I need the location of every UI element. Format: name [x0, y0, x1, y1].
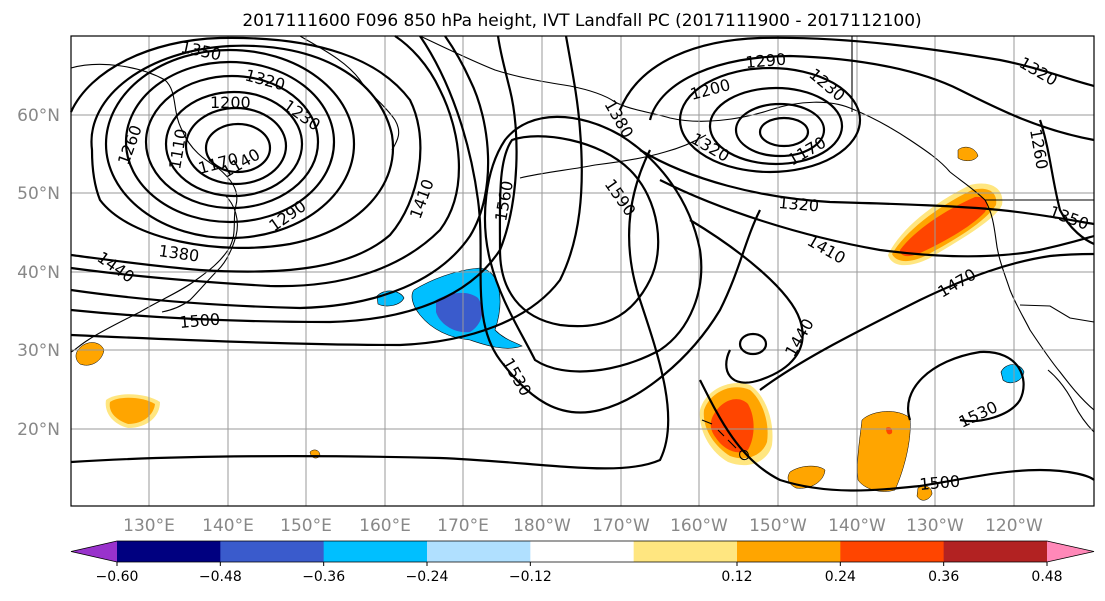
- coastline-mexico: [1047, 369, 1095, 433]
- contour-line: [759, 252, 1095, 391]
- positive-region-hawaii-core: [710, 399, 754, 453]
- coastlines: [70, 35, 1095, 461]
- contour-line: [498, 135, 660, 328]
- contour-line: [124, 60, 336, 224]
- contour-label: 1500: [919, 472, 961, 494]
- contour-label: 1200: [210, 93, 251, 112]
- colorbar-segment: [220, 541, 325, 562]
- lon-label: 160°W: [670, 516, 728, 536]
- latitude-labels: 60°N 50°N 40°N 30°N 20°N: [17, 106, 60, 440]
- colorbar-tick-label: 0.48: [1031, 569, 1062, 585]
- contour-line: [659, 179, 1095, 258]
- colorbar-tick-label: 0.36: [928, 569, 959, 585]
- lon-label: 130°E: [123, 516, 175, 536]
- lon-label: 180°W: [513, 516, 571, 536]
- colorbar-segment: [943, 541, 1048, 562]
- map-border: [70, 35, 1095, 507]
- lon-label: 160°E: [359, 516, 411, 536]
- negative-region-core: [436, 292, 483, 333]
- colorbar-segment: [633, 541, 738, 562]
- negative-region-east: [1000, 364, 1025, 384]
- colorbar: −0.60 −0.48 −0.36 −0.24 −0.12 0.12 0.24 0.36 0.4…: [70, 540, 1095, 585]
- contour-line: [184, 106, 288, 186]
- contour-line: [734, 102, 826, 158]
- contour-line: [678, 66, 862, 174]
- lon-label: 150°W: [749, 516, 807, 536]
- contour-line: [738, 332, 768, 356]
- border-us-mexico: [1019, 304, 1095, 323]
- contour-label: 1500: [179, 310, 221, 332]
- colorbar-extend-min: [71, 541, 117, 562]
- coastline-alaska: [419, 35, 951, 173]
- colorbar-tick-label: −0.60: [96, 569, 139, 585]
- contour-line: [907, 350, 1025, 423]
- contour-line: [758, 116, 810, 148]
- lat-label: 50°N: [17, 184, 60, 204]
- colorbar-tick-label: −0.48: [199, 569, 242, 585]
- lat-label: 20°N: [17, 420, 60, 440]
- positive-region-west1: [75, 342, 105, 366]
- positive-region-coast-small: [957, 146, 979, 161]
- shaded-regions: [75, 146, 1025, 501]
- positive-region-small1: [787, 465, 826, 489]
- contour-label: 1290: [745, 50, 787, 72]
- contour-line: [70, 35, 518, 324]
- colorbar-tick-label: −0.36: [302, 569, 345, 585]
- contour-line: [70, 149, 670, 470]
- longitude-labels: 130°E 140°E 150°E 160°E 170°E 180°W 170°…: [123, 516, 1043, 536]
- colorbar-segment: [427, 541, 531, 562]
- colorbar-tick-label: −0.24: [406, 569, 449, 585]
- colorbar-segment: [323, 541, 428, 562]
- positive-region-coast-core: [900, 196, 988, 257]
- figure-title: 2017111600 F096 850 hPa height, IVT Land…: [242, 11, 921, 31]
- height-contours: [69, 35, 1095, 492]
- positive-region-east: [857, 411, 911, 492]
- positive-region-west2-core: [109, 397, 155, 424]
- colorbar-tick-label: 0.24: [825, 569, 856, 585]
- lat-label: 40°N: [17, 263, 60, 283]
- contour-line: [69, 36, 422, 273]
- colorbar-segment: [530, 541, 635, 562]
- contour-line: [618, 36, 1095, 111]
- lon-label: 170°E: [437, 516, 489, 536]
- map-panel: 1350 1320 1230 1200 1260 1110 1170 1140 …: [69, 35, 1095, 507]
- colorbar-segment: [840, 541, 945, 562]
- contour-line: [708, 86, 844, 166]
- colorbar-segment: [737, 541, 841, 562]
- colorbar-segment: [117, 541, 221, 562]
- contour-line: [104, 48, 356, 240]
- contour-line: [483, 115, 703, 373]
- colorbar-extend-max: [1047, 541, 1094, 562]
- lon-label: 140°E: [202, 516, 254, 536]
- lat-label: 30°N: [17, 341, 60, 361]
- lon-label: 120°W: [985, 516, 1043, 536]
- contour-line: [648, 54, 1095, 142]
- contour-line: [204, 122, 272, 174]
- contour-line: [164, 90, 304, 198]
- colorbar-tick-label: −0.12: [509, 569, 552, 585]
- contour-line: [689, 219, 804, 384]
- contour-line: [699, 379, 1095, 492]
- contour-line: [70, 35, 490, 310]
- hawaii-islands: [701, 419, 749, 461]
- lon-label: 140°W: [828, 516, 886, 536]
- contour-line: [419, 35, 761, 414]
- colorbar-tick-label: 0.12: [721, 569, 752, 585]
- lat-label: 60°N: [17, 106, 60, 126]
- contour-label: 1320: [778, 193, 820, 215]
- lon-label: 150°E: [280, 516, 332, 536]
- contour-line: [1038, 119, 1095, 246]
- contour-line: [639, 149, 1095, 226]
- lon-label: 170°W: [592, 516, 650, 536]
- contour-line: [70, 35, 583, 347]
- contour-line: [144, 74, 320, 210]
- coastline-aleutians: [519, 134, 707, 179]
- contour-line: [70, 35, 461, 288]
- contour-line: [90, 44, 395, 249]
- lon-label: 130°W: [906, 516, 964, 536]
